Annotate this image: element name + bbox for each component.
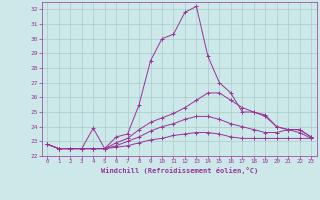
X-axis label: Windchill (Refroidissement éolien,°C): Windchill (Refroidissement éolien,°C) (100, 167, 258, 174)
